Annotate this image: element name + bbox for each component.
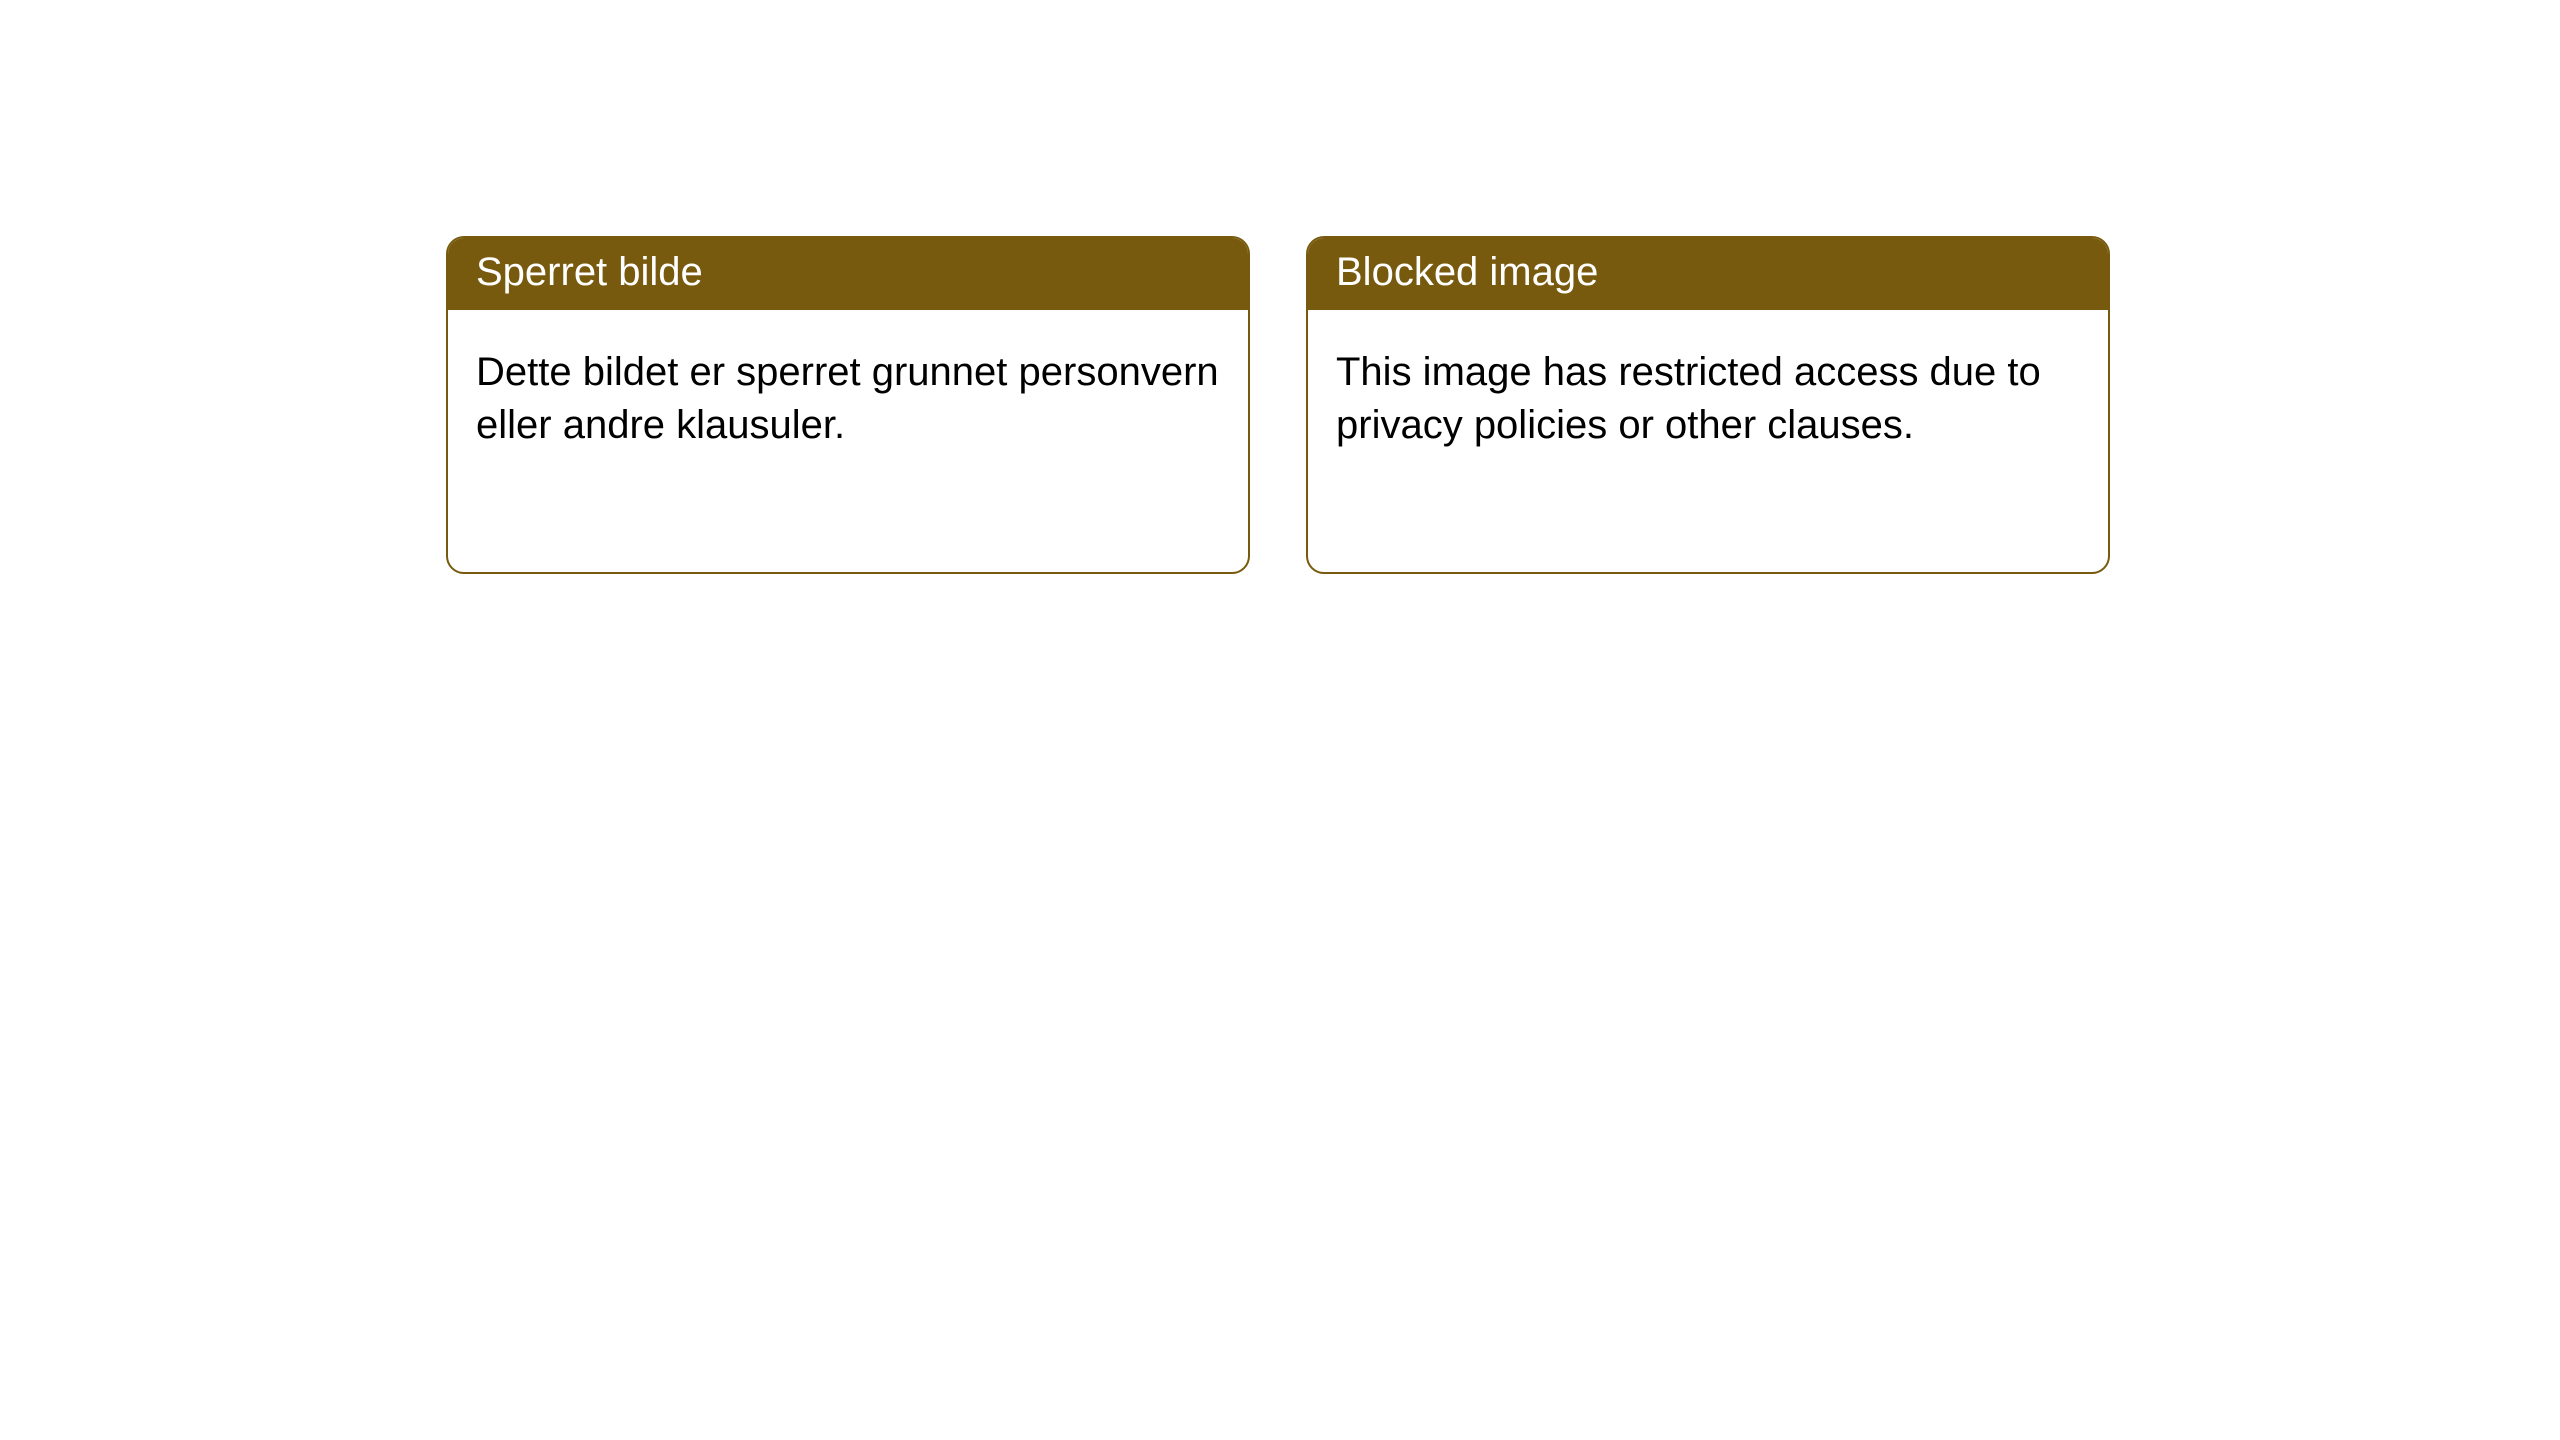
notice-body: This image has restricted access due to … xyxy=(1308,310,2108,488)
notice-title: Blocked image xyxy=(1308,238,2108,310)
notice-card-english: Blocked image This image has restricted … xyxy=(1306,236,2110,574)
notice-body: Dette bildet er sperret grunnet personve… xyxy=(448,310,1248,488)
notice-card-norwegian: Sperret bilde Dette bildet er sperret gr… xyxy=(446,236,1250,574)
notice-title: Sperret bilde xyxy=(448,238,1248,310)
notice-container: Sperret bilde Dette bildet er sperret gr… xyxy=(0,0,2560,574)
